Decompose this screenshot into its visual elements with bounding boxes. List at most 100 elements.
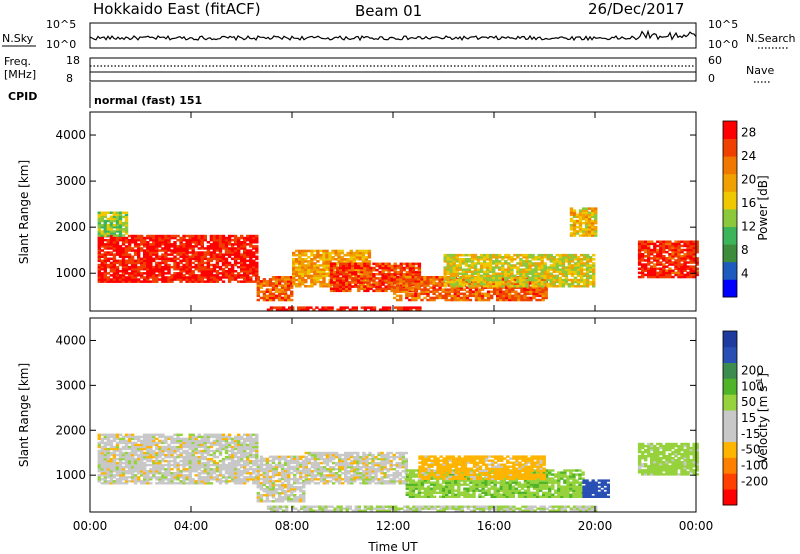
heatmap-cell — [354, 270, 358, 274]
heatmap-cell — [674, 246, 678, 250]
heatmap-cell — [200, 457, 204, 461]
heatmap-cell — [322, 253, 326, 257]
heatmap-cell — [592, 285, 596, 288]
heatmap-cell — [677, 259, 681, 262]
heatmap-cell — [546, 258, 550, 261]
heatmap-cell — [197, 270, 201, 273]
heatmap-cell — [221, 276, 226, 279]
heatmap-cell — [283, 288, 288, 291]
heatmap-cell — [137, 457, 141, 461]
heatmap-cell — [402, 280, 406, 283]
heatmap-cell — [143, 470, 147, 473]
heatmap-cell — [408, 284, 412, 287]
heatmap-cell — [659, 269, 663, 272]
heatmap-cell — [301, 251, 305, 255]
heatmap-cell — [662, 271, 666, 275]
heatmap-cell — [414, 290, 418, 293]
heatmap-cell — [464, 270, 469, 273]
heatmap-cell — [488, 253, 493, 257]
heatmap-cell — [561, 285, 566, 288]
heatmap-cell — [498, 274, 502, 278]
heatmap-cell — [265, 461, 270, 465]
heatmap-cell — [674, 267, 678, 270]
heatmap-cell — [185, 476, 189, 479]
heatmap-cell — [249, 238, 253, 242]
heatmap-region — [637, 240, 699, 279]
heatmap-cell — [246, 274, 250, 277]
heatmap-cell — [112, 219, 117, 223]
heatmap-cell — [158, 272, 162, 275]
heatmap-cell — [677, 246, 681, 250]
heatmap-cell — [194, 468, 198, 471]
heatmap-cell — [471, 292, 476, 296]
heatmap-cell — [246, 443, 250, 447]
heatmap-cell — [106, 439, 111, 443]
heatmap-cell — [531, 278, 535, 282]
heatmap-cell — [262, 494, 267, 497]
heatmap-cell — [143, 272, 147, 275]
heatmap-cell — [127, 468, 132, 471]
heatmap-cell — [266, 308, 271, 311]
heatmap-cell — [458, 266, 462, 269]
heatmap-cell — [185, 263, 189, 267]
heatmap-cell — [109, 441, 114, 445]
heatmap-cell — [118, 474, 123, 477]
heatmap-cell — [152, 274, 156, 277]
heatmap-cell — [100, 219, 104, 223]
heatmap-cell — [194, 463, 198, 467]
heatmap-cell — [280, 475, 285, 479]
heatmap-cell — [501, 280, 505, 284]
heatmap-cell — [477, 290, 482, 293]
heatmap-cell — [206, 437, 211, 441]
heatmap-cell — [103, 459, 107, 463]
heatmap-cell — [582, 274, 587, 278]
heatmap-cell — [683, 273, 687, 277]
heatmap-cell — [519, 258, 523, 261]
heatmap-cell — [137, 470, 141, 473]
heatmap-cell — [653, 265, 657, 268]
heatmap-cell — [659, 271, 663, 275]
heatmap-cell — [130, 234, 135, 238]
heatmap-cell — [396, 278, 400, 281]
heatmap-cell — [319, 256, 323, 259]
heatmap-cell — [185, 243, 189, 246]
heatmap-cell — [209, 247, 214, 250]
heatmap-cell — [447, 298, 451, 302]
heatmap-cell — [637, 259, 642, 262]
heatmap-cell — [295, 260, 299, 263]
heatmap-cell — [584, 234, 589, 237]
heatmap-cell — [115, 238, 120, 242]
heatmap-cell — [137, 466, 141, 469]
heatmap-cell — [259, 486, 264, 489]
heatmap-cell — [100, 453, 104, 457]
heatmap-cell — [342, 262, 346, 266]
heatmap-cell — [479, 253, 484, 257]
heatmap-cell — [124, 439, 129, 443]
heatmap-cell — [446, 256, 450, 259]
heatmap-cell — [443, 266, 447, 269]
heatmap-cell — [689, 267, 693, 270]
heatmap-cell — [197, 241, 201, 244]
heatmap-cell — [564, 258, 569, 261]
heatmap-cell — [167, 276, 171, 279]
heatmap-cell — [203, 439, 207, 443]
heatmap-cell — [473, 278, 478, 282]
heatmap-cell — [146, 267, 150, 271]
heatmap-cell — [297, 306, 301, 309]
heatmap-cell — [340, 249, 344, 253]
heatmap-cell — [173, 255, 177, 258]
heatmap-cell — [127, 472, 132, 475]
heatmap-cell — [543, 282, 547, 286]
heatmap-cell — [467, 278, 472, 282]
heatmap-cell — [188, 443, 192, 447]
heatmap-cell — [290, 290, 294, 293]
heatmap-cell — [252, 461, 256, 465]
heatmap-cell — [578, 228, 583, 231]
heatmap-cell — [161, 278, 165, 281]
heatmap-cell — [345, 277, 349, 280]
heatmap-cell — [167, 243, 171, 246]
heatmap-cell — [137, 267, 141, 271]
heatmap-cell — [504, 268, 508, 271]
heatmap-cell — [109, 226, 114, 229]
heatmap-cell — [259, 455, 264, 458]
